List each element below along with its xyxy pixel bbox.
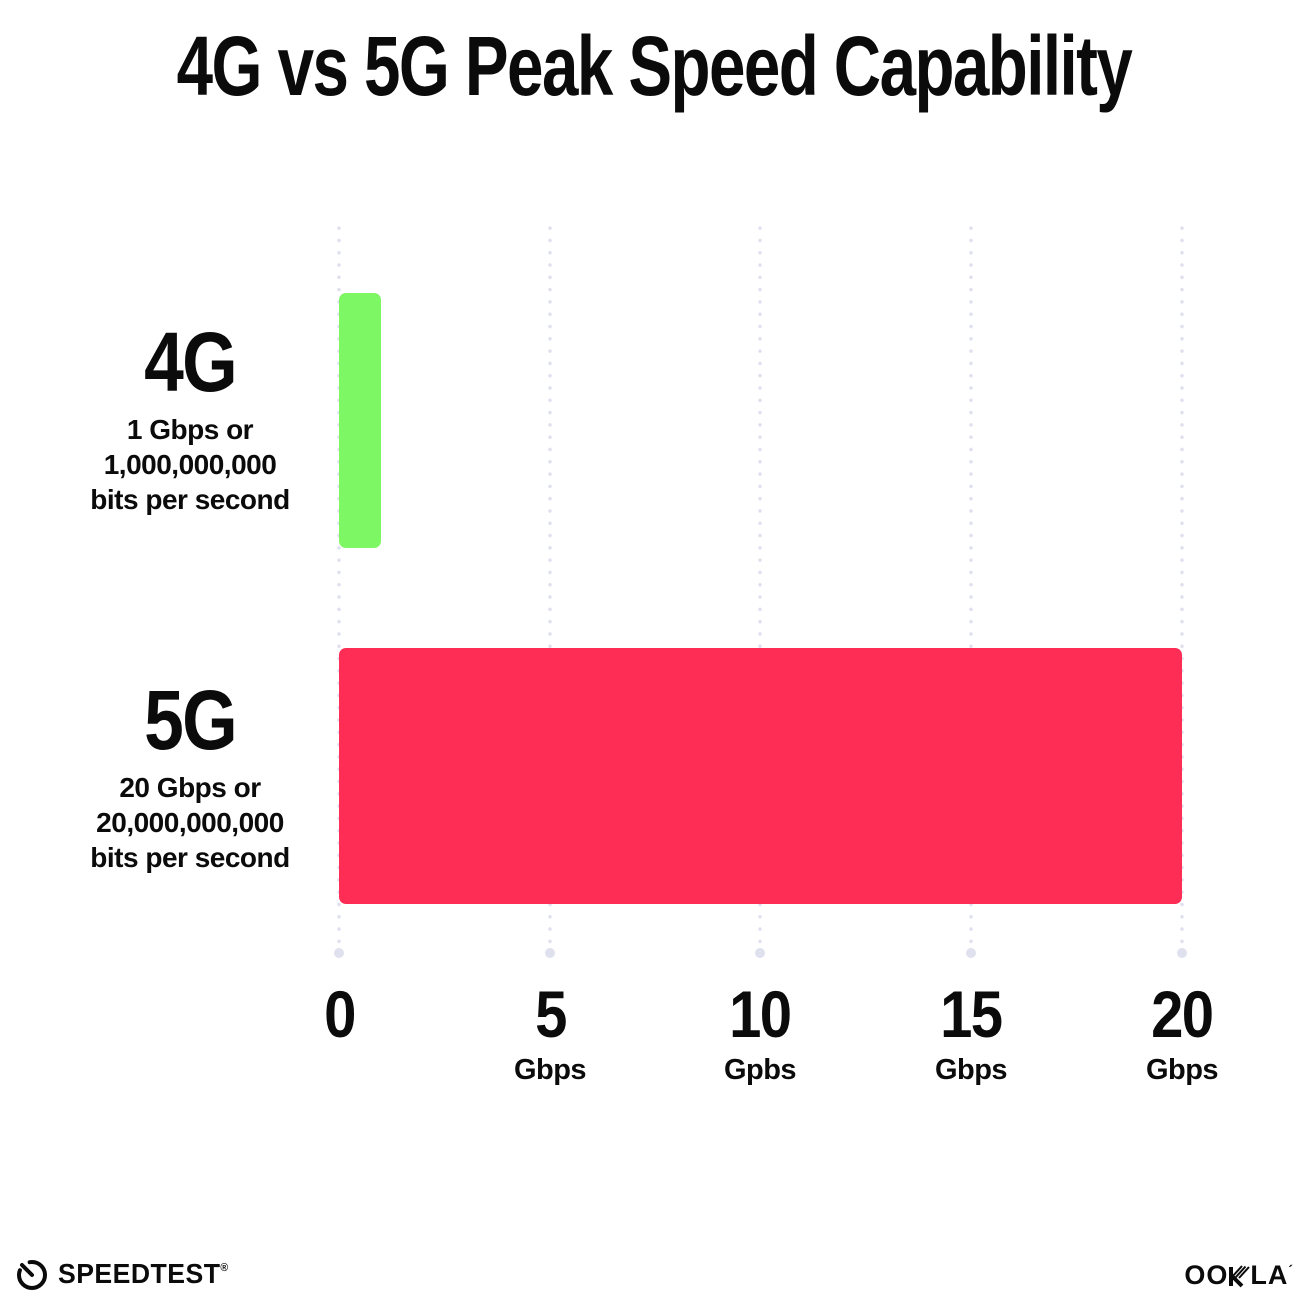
x-tick-20: 20 Gbps bbox=[1092, 980, 1272, 1087]
row-label-4g: 4G 1 Gbps or 1,000,000,000 bits per seco… bbox=[28, 318, 352, 517]
ookla-la-text: LA bbox=[1250, 1260, 1289, 1290]
x-tick-number: 10 bbox=[729, 977, 792, 1051]
x-tick-15: 15 Gbps bbox=[881, 980, 1061, 1087]
x-tick-number: 15 bbox=[940, 977, 1003, 1051]
x-tick-unit: Gbps bbox=[513, 1054, 587, 1086]
row-label-5g: 5G 20 Gbps or 20,000,000,000 bits per se… bbox=[28, 676, 352, 875]
x-tick-unit: Gbps bbox=[934, 1054, 1008, 1086]
gridline-20 bbox=[1180, 222, 1184, 946]
row-subline: 1 Gbps or bbox=[126, 414, 254, 445]
row-subline: 20 Gbps or bbox=[119, 772, 261, 803]
gridline-10 bbox=[758, 222, 762, 946]
ookla-k-icon bbox=[1228, 1264, 1251, 1288]
row-sublabel-4g: 1 Gbps or 1,000,000,000 bits per second bbox=[28, 412, 352, 517]
ookla-trademark: ´ bbox=[1288, 1261, 1294, 1278]
x-tick-5: 5 Gbps bbox=[460, 980, 640, 1087]
ookla-logo: OO LA ´ bbox=[1184, 1260, 1294, 1291]
speedtest-gauge-icon bbox=[14, 1256, 50, 1292]
gridline-0 bbox=[337, 222, 341, 946]
x-tick-unit: Gpbs bbox=[723, 1054, 797, 1086]
row-sublabel-5g: 20 Gbps or 20,000,000,000 bits per secon… bbox=[28, 770, 352, 875]
speedtest-logo: SPEEDTEST® bbox=[14, 1256, 238, 1292]
x-tick-10: 10 Gpbs bbox=[670, 980, 850, 1087]
row-name-5g: 5G bbox=[144, 673, 238, 767]
ookla-wordmark: OO LA ´ bbox=[1184, 1260, 1294, 1291]
x-tick-number: 5 bbox=[534, 977, 567, 1051]
gridline-15 bbox=[969, 222, 973, 946]
gridline-5 bbox=[548, 222, 552, 946]
row-subline: bits per second bbox=[90, 484, 290, 515]
x-tick-number: 0 bbox=[323, 977, 356, 1051]
bar-4g bbox=[339, 293, 382, 548]
row-name-4g: 4G bbox=[144, 315, 238, 409]
row-subline: 1,000,000,000 bbox=[103, 449, 277, 480]
x-tick-number: 20 bbox=[1151, 977, 1214, 1051]
speedtest-trademark: ® bbox=[220, 1262, 229, 1274]
x-tick-0: 0 bbox=[249, 980, 429, 1054]
bar-5g bbox=[339, 648, 1182, 904]
ookla-oo-text: OO bbox=[1184, 1260, 1229, 1290]
speedtest-wordmark: SPEEDTEST® bbox=[58, 1258, 229, 1289]
row-subline: 20,000,000,000 bbox=[96, 807, 284, 838]
chart-title: 4G vs 5G Peak Speed Capability bbox=[176, 19, 1133, 113]
x-tick-unit: Gbps bbox=[1145, 1054, 1219, 1086]
row-subline: bits per second bbox=[90, 842, 290, 873]
